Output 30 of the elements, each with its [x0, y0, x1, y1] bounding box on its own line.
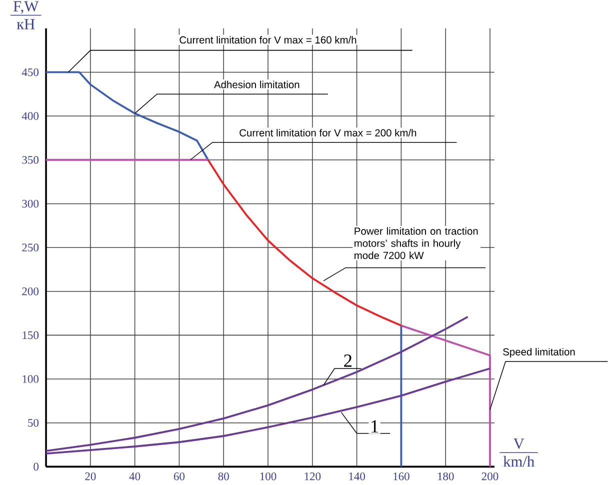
annotation: 2: [344, 354, 352, 367]
x-tick-label: 140: [349, 472, 365, 480]
annotation: Adhesion limitation: [214, 80, 300, 88]
x-tick-label: 160: [394, 472, 410, 480]
y-axis-title: F,W кН: [13, 2, 39, 30]
x-tick-label: 60: [174, 472, 185, 480]
y-tick-label: 350: [22, 156, 39, 164]
annotation: 1: [372, 420, 378, 433]
x-tick-label: 40: [129, 472, 140, 480]
y-tick-label: 250: [22, 244, 39, 252]
x-axis-title: V km/h: [503, 438, 534, 467]
x-tick-label: 120: [304, 472, 321, 480]
annotation: Current limitation for V max = 200 km/h: [240, 129, 416, 137]
annotation: Current limitation for V max = 160 km/h: [180, 36, 356, 44]
y-tick-label: 300: [22, 200, 39, 208]
y-tick-label: 50: [28, 419, 39, 427]
line-series: [45, 72, 210, 162]
annotation: Speed limitation: [503, 348, 575, 358]
y-tick-label: 100: [22, 375, 39, 384]
y-tick-label: 200: [22, 288, 39, 296]
annotation: Power limitation on traction motors’ shafts in hourly mode 7200 kW: [354, 227, 478, 260]
x-tick-label: 200: [482, 472, 498, 480]
y-tick-label: 450: [22, 68, 39, 76]
x-tick-label: 100: [260, 472, 276, 480]
x-tick-label: 20: [85, 472, 96, 480]
y-tick-label: 400: [22, 112, 39, 120]
y-tick-label: 150: [22, 332, 39, 340]
y-tick-label: 0: [34, 463, 39, 471]
x-tick-label: 80: [218, 472, 229, 480]
x-tick-label: 180: [438, 472, 454, 480]
